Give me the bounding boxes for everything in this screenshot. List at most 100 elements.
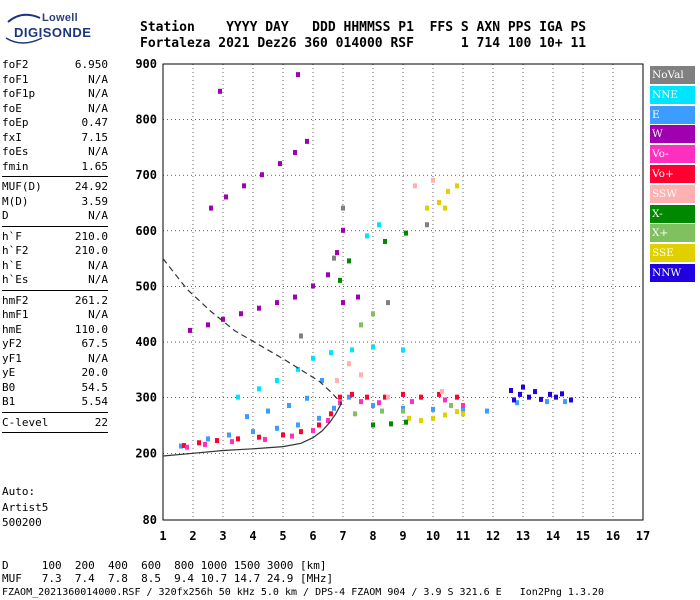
echo-point xyxy=(275,377,279,383)
echo-point xyxy=(521,384,525,390)
echo-point xyxy=(347,394,351,400)
echo-point xyxy=(455,394,459,400)
param-name: hmF2 xyxy=(2,293,29,307)
direction-legend: NoVal NNE E W Vo- Vo+ SSW X- X+ SSE NNW xyxy=(650,66,695,284)
echo-point xyxy=(569,397,573,403)
echo-point xyxy=(371,311,375,317)
param-name: B0 xyxy=(2,380,16,394)
auto-label: Auto: xyxy=(2,485,36,498)
autoscaling-info: Auto: Artist5 500200 xyxy=(2,484,48,531)
param-value: N/A xyxy=(88,145,108,158)
echo-point xyxy=(281,432,285,438)
echo-point xyxy=(197,440,201,446)
param-name: MUF(D) xyxy=(2,180,42,193)
echo-point xyxy=(401,391,405,397)
echo-point xyxy=(287,403,291,408)
echo-point xyxy=(203,441,207,447)
param-separator xyxy=(2,176,108,177)
echo-point xyxy=(554,394,558,400)
y-tick-label: 200 xyxy=(135,446,157,460)
echo-point xyxy=(329,350,333,356)
x-tick-label: 3 xyxy=(219,529,226,543)
x-tick-label: 9 xyxy=(399,529,406,543)
param-row: B0 54.5 xyxy=(2,381,108,396)
param-value: 6.950 xyxy=(74,58,108,71)
param-name: C-level xyxy=(2,415,49,429)
echo-point xyxy=(260,172,264,178)
x-tick-label: 16 xyxy=(606,529,620,543)
echo-point xyxy=(236,436,240,442)
echo-point xyxy=(377,222,381,228)
param-row: hmF2 261.2 xyxy=(2,294,108,309)
x-tick-label: 11 xyxy=(456,529,470,543)
echo-point xyxy=(317,422,321,428)
y-tick-label: 600 xyxy=(135,224,157,238)
param-value: N/A xyxy=(88,101,108,115)
param-row: foF2 6.950 xyxy=(2,58,108,73)
param-row: h`E N/A xyxy=(2,259,108,274)
echo-point xyxy=(401,405,405,411)
param-name: h`E xyxy=(2,258,22,272)
echo-point xyxy=(341,300,345,306)
echo-point xyxy=(539,396,543,402)
echo-point xyxy=(275,300,279,306)
echo-point xyxy=(407,415,411,421)
echo-point xyxy=(401,347,405,353)
echo-point xyxy=(290,433,294,439)
echo-point xyxy=(512,397,516,403)
legend-item: Vo- xyxy=(650,145,695,164)
param-row: MUF(D) 24.92 xyxy=(2,180,108,195)
param-value: 261.2 xyxy=(74,293,108,307)
param-row: yE 20.0 xyxy=(2,366,108,381)
echo-point xyxy=(218,88,222,94)
echo-point xyxy=(350,391,354,397)
echo-point xyxy=(206,436,210,442)
echo-point xyxy=(338,394,342,400)
echo-point xyxy=(305,395,309,401)
echo-point xyxy=(380,408,384,414)
param-name: h`Es xyxy=(2,273,29,286)
echo-point xyxy=(311,428,315,434)
param-value: 20.0 xyxy=(81,366,109,379)
echo-point xyxy=(443,205,447,211)
legend-item: NNW xyxy=(650,263,695,282)
echo-point xyxy=(257,434,261,440)
echo-point xyxy=(215,438,219,444)
echo-point xyxy=(296,366,300,372)
echo-point xyxy=(437,391,441,397)
echo-point xyxy=(293,294,297,300)
param-row: foF1 N/A xyxy=(2,73,108,88)
auto-program: Artist5 xyxy=(2,500,49,514)
echo-point xyxy=(455,409,459,415)
param-value: 22 xyxy=(94,415,108,429)
echo-point xyxy=(332,405,336,411)
param-separator xyxy=(2,225,108,227)
param-value: 110.0 xyxy=(74,322,108,336)
echo-point xyxy=(383,394,387,400)
param-value: 1.65 xyxy=(81,159,109,173)
param-value: N/A xyxy=(88,351,108,365)
param-name: fxI xyxy=(2,130,22,144)
x-tick-label: 8 xyxy=(369,529,376,543)
echo-point xyxy=(371,344,375,350)
echo-point xyxy=(263,436,267,442)
echo-point xyxy=(188,327,192,333)
echo-point xyxy=(356,294,360,300)
y-tick-label: 800 xyxy=(135,113,157,127)
echo-point xyxy=(365,233,369,239)
x-tick-label: 14 xyxy=(546,529,560,543)
echo-point xyxy=(419,418,423,424)
param-row: foE N/A xyxy=(2,102,108,117)
echo-point xyxy=(389,421,393,427)
echo-point xyxy=(299,429,303,435)
echo-point xyxy=(299,333,303,339)
param-name: foE xyxy=(2,101,22,115)
echo-point xyxy=(386,394,390,400)
x-tick-label: 4 xyxy=(249,529,256,543)
param-row: foEs N/A xyxy=(2,145,108,160)
logo-line2: DIGISONDE xyxy=(14,25,92,40)
echo-point xyxy=(245,414,249,420)
muf-dashed-curve xyxy=(162,258,342,404)
param-name: fmin xyxy=(2,159,29,173)
echo-point xyxy=(335,377,339,383)
